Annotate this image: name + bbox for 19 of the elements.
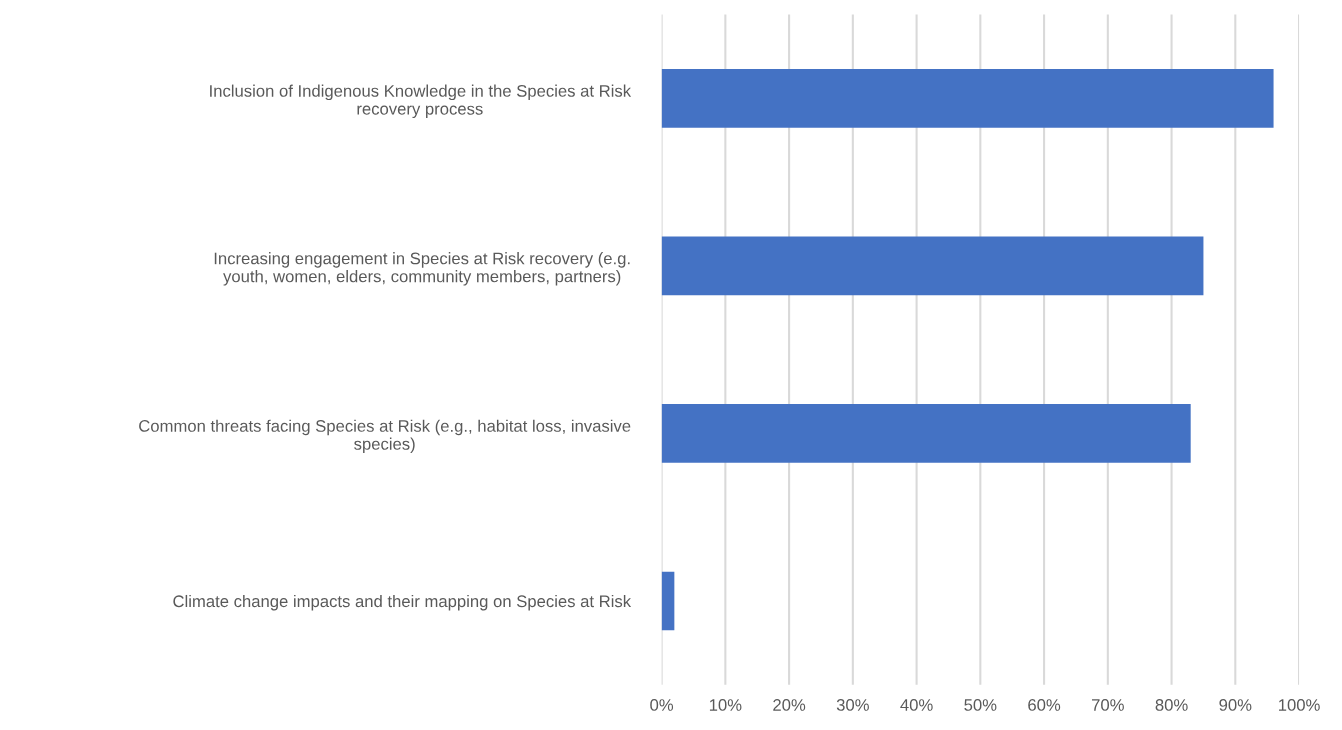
x-tick-label: 60% bbox=[1028, 699, 1061, 711]
bar bbox=[661, 236, 1204, 296]
x-tick-label: 100% bbox=[1279, 699, 1320, 711]
bar bbox=[661, 404, 1191, 463]
x-tick-label: 40% bbox=[900, 699, 933, 711]
y-tick-label: Inclusion of Indigenous Knowledge in the Species at Risk recovery process bbox=[210, 84, 632, 119]
bar bbox=[661, 571, 675, 631]
y-tick-label: Common threats facing Species at Risk (e.g., habitat loss, invasive species) bbox=[139, 419, 631, 454]
y-tick-label: Increasing engagement in Species at Risk recovery (e.g. youth, women, elders, community members, partners) bbox=[214, 252, 630, 286]
x-tick-label: 20% bbox=[773, 699, 806, 711]
x-tick-label: 0% bbox=[650, 699, 674, 711]
x-tick-label: 70% bbox=[1092, 699, 1124, 711]
x-tick-label: 50% bbox=[964, 699, 997, 711]
x-tick-label: 30% bbox=[836, 699, 869, 711]
x-tick-label: 10% bbox=[709, 699, 742, 711]
x-tick-label: 80% bbox=[1155, 699, 1188, 711]
y-tick-label: Climate change impacts and their mapping on Species at Risk bbox=[173, 594, 632, 611]
x-tick-label: 90% bbox=[1219, 699, 1252, 711]
bar bbox=[661, 69, 1274, 128]
